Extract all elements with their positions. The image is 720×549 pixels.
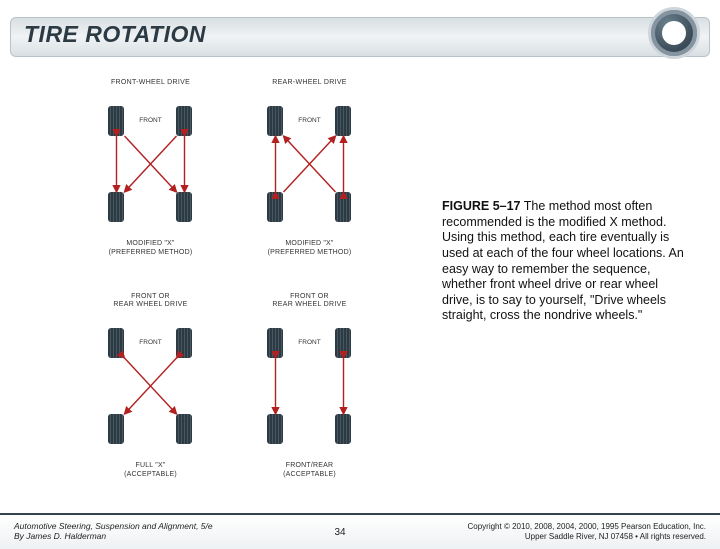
tire-icon	[176, 414, 192, 444]
rotation-diagram: FRONT ORREAR WHEEL DRIVE FRONT FRONT/REAR (…	[239, 293, 380, 499]
tire-icon	[267, 328, 283, 358]
diagram-caption-bottom: (PREFERRED METHOD)	[239, 249, 380, 256]
front-axle-label: FRONT	[290, 117, 330, 124]
diagram-caption-top: MODIFIED "X"	[80, 240, 221, 247]
figure-label: FIGURE 5–17	[442, 199, 521, 213]
tire-icon	[267, 414, 283, 444]
tire-icon	[108, 328, 124, 358]
tire-icon	[176, 328, 192, 358]
page-title: TIRE ROTATION	[24, 21, 206, 48]
rotation-diagram: FRONT-WHEEL DRIVE FRONT MODIFIED "X" (PREFE…	[80, 79, 221, 285]
rotation-diagram: REAR-WHEEL DRIVE FRONT MODIFIED "X" (PREFER…	[239, 79, 380, 285]
diagram-title: FRONT ORREAR WHEEL DRIVE	[80, 293, 221, 308]
front-axle-label: FRONT	[290, 339, 330, 346]
figure-body: The method most often recommended is the…	[442, 199, 684, 322]
rotation-arrows	[80, 88, 221, 238]
rotation-arrows	[239, 88, 380, 238]
diagram-caption-top: MODIFIED "X"	[239, 240, 380, 247]
tire-icon	[176, 106, 192, 136]
tire-icon	[267, 106, 283, 136]
content-area: FRONT-WHEEL DRIVE FRONT MODIFIED "X" (PREFE…	[0, 79, 720, 509]
rotation-diagram: FRONT ORREAR WHEEL DRIVE FRONT FULL "X" (AC…	[80, 293, 221, 499]
footer: Automotive Steering, Suspension and Alig…	[0, 513, 720, 549]
footer-left: Automotive Steering, Suspension and Alig…	[0, 522, 213, 542]
diagram-grid: FRONT-WHEEL DRIVE FRONT MODIFIED "X" (PREFE…	[80, 79, 380, 499]
tire-layer: FRONT	[239, 310, 380, 460]
tire-icon	[108, 192, 124, 222]
footer-right: Copyright © 2010, 2008, 2004, 2000, 1995…	[467, 522, 720, 541]
tire-icon	[108, 106, 124, 136]
tire-layer: FRONT	[80, 310, 221, 460]
diagram-title: FRONT ORREAR WHEEL DRIVE	[239, 293, 380, 308]
tire-layer: FRONT	[80, 88, 221, 238]
tire-icon	[335, 106, 351, 136]
tire-icon	[335, 414, 351, 444]
front-axle-label: FRONT	[131, 117, 171, 124]
diagram-caption-bottom: (ACCEPTABLE)	[239, 471, 380, 478]
title-ring-icon	[648, 7, 700, 59]
diagram-title: FRONT-WHEEL DRIVE	[80, 79, 221, 86]
tire-icon	[108, 414, 124, 444]
diagram-caption-top: FULL "X"	[80, 462, 221, 469]
diagram-caption-top: FRONT/REAR	[239, 462, 380, 469]
footer-page-number: 34	[213, 527, 468, 538]
title-bar: TIRE ROTATION	[10, 9, 710, 63]
tire-icon	[176, 192, 192, 222]
tire-icon	[335, 192, 351, 222]
diagram-caption-bottom: (ACCEPTABLE)	[80, 471, 221, 478]
diagram-caption-bottom: (PREFERRED METHOD)	[80, 249, 221, 256]
tire-icon	[267, 192, 283, 222]
diagram-title: REAR-WHEEL DRIVE	[239, 79, 380, 86]
tire-icon	[335, 328, 351, 358]
footer-copyright-1: Copyright © 2010, 2008, 2004, 2000, 1995…	[467, 522, 706, 531]
tire-layer: FRONT	[239, 88, 380, 238]
figure-caption: FIGURE 5–17 The method most often recomm…	[442, 199, 692, 324]
rotation-arrows	[239, 310, 380, 460]
rotation-arrows	[80, 310, 221, 460]
front-axle-label: FRONT	[131, 339, 171, 346]
footer-book-title: Automotive Steering, Suspension and Alig…	[14, 521, 213, 531]
